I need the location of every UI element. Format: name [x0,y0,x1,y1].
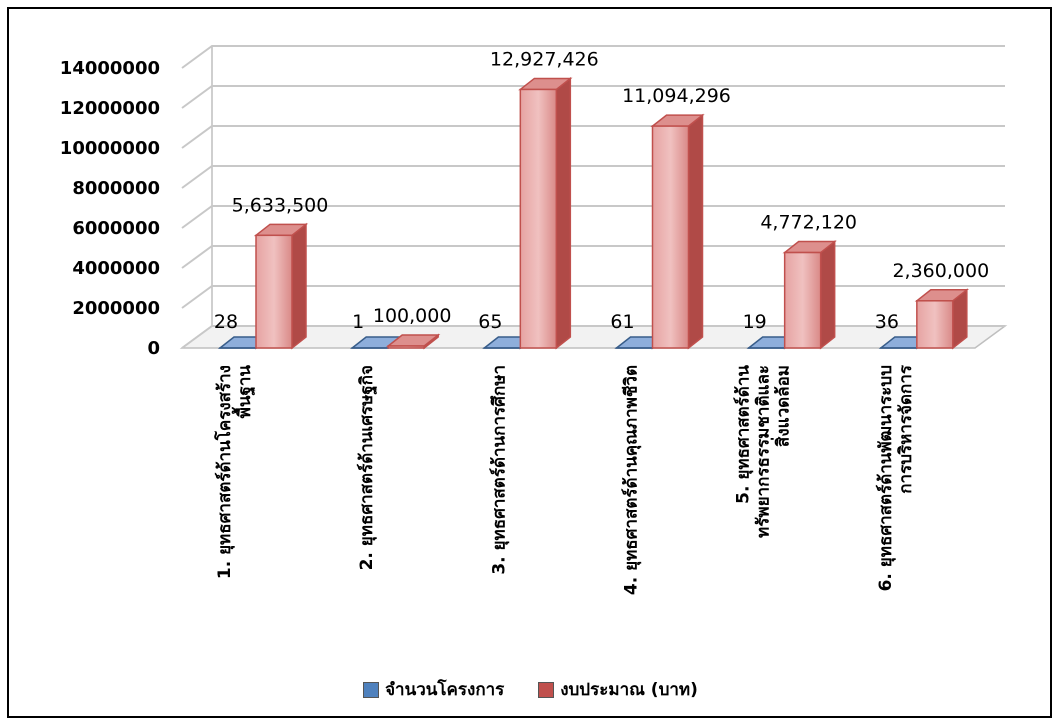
bar-front [916,300,954,349]
bar-front [519,88,558,349]
legend-swatch-budget [538,681,555,698]
data-label: 28 [214,311,238,333]
data-label: 1 [352,311,364,333]
bar-front [783,251,822,349]
data-label: 5,633,500 [232,194,329,216]
x-tick-line: 5. ยุทธศาสตร์ด้าน [733,365,754,504]
x-tick-label: 6. ยุทธศาสตร์ด้านพัฒนาระบบการบริหารจัดกา… [875,364,916,591]
y-tick-label: 12000000 [60,98,160,119]
bar-side [291,222,307,350]
legend-item-budget: งบประมาณ (บาท) [538,676,698,703]
bar [650,113,705,350]
x-tick-line: การบริหารจัดการ [896,364,916,494]
legend-item-projects: จำนวนโครงการ [363,676,504,703]
x-tick-label: 3. ยุทธศาสตร์ด้านการศึกษา [488,365,509,575]
x-tick-line: 6. ยุทธศาสตร์ด้านพัฒนาระบบ [875,365,896,591]
gridline [181,245,1005,269]
data-labels: 28 1 65 61 19 36 5,633,500 100,000 12,927,426 11,… [214,48,989,333]
bar [782,240,837,350]
bar-front [387,345,425,349]
bar-side [555,76,572,350]
x-tick-line: 1. ยุทธศาสตร์ด้านโครงสร้าง [214,365,235,579]
bar [253,222,309,350]
data-label: 19 [743,311,767,333]
bar [914,288,970,350]
x-tick-line: สิ่งแวดล้อม [771,365,794,447]
x-tick-label: 1. ยุทธศาสตร์ด้านโครงสร้างพื้นฐาน [214,365,256,580]
gridlines [179,45,1008,349]
x-tick-line: ทรัพยากรธรรมชาติและ [754,365,774,538]
gridline [181,325,1005,349]
legend-swatch-projects [363,681,380,698]
gridline [181,45,1005,69]
bar-side [687,113,704,350]
y-tick-label: 6000000 [72,218,160,239]
x-tick-line: 3. ยุทธศาสตร์ด้านการศึกษา [488,365,509,575]
gridline [181,165,1005,189]
data-label: 65 [478,311,502,333]
y-tick-label: 14000000 [60,58,160,79]
data-label: 2,360,000 [892,260,989,282]
data-label: 11,094,296 [622,85,731,107]
x-tick-label: 2. ยุทธศาสตร์ด้านเศรษฐกิจ [356,365,378,570]
bar-front [651,125,690,349]
gridline [181,285,1005,309]
bar [518,76,573,350]
x-tick-label: 5. ยุทธศาสตร์ด้านทรัพยากรธรรมชาติและสิ่ง… [733,365,794,538]
data-label: 100,000 [373,305,452,327]
data-label: 12,927,426 [490,48,599,70]
y-tick-label: 0 [147,338,160,359]
bar-side [819,240,836,350]
bars [217,76,970,350]
y-tick-label: 2000000 [72,298,160,319]
axes: 0 2000000 4000000 6000000 8000000 10000000 120… [60,58,916,595]
data-label: 61 [610,311,634,333]
bar-front [255,234,293,349]
legend: จำนวนโครงการ งบประมาณ (บาท) [0,676,1061,703]
x-tick-label: 4. ยุทธศาสตร์ด้านคุณภาพชีวิต [621,365,642,595]
gridline [181,205,1005,229]
gridline [181,85,1005,109]
gridline [181,125,1005,149]
x-tick-line: 2. ยุทธศาสตร์ด้านเศรษฐกิจ [356,365,378,570]
data-label: 4,772,120 [760,212,857,234]
data-label: 36 [875,311,899,333]
legend-label-budget: งบประมาณ (บาท) [560,680,698,700]
x-tick-line: 4. ยุทธศาสตร์ด้านคุณภาพชีวิต [621,365,642,595]
bar [385,333,441,350]
y-tick-label: 4000000 [72,258,160,279]
legend-label-projects: จำนวนโครงการ [385,680,505,700]
y-tick-label: 10000000 [60,138,160,159]
x-tick-line: พื้นฐาน [231,365,256,419]
y-tick-label: 8000000 [72,178,160,199]
